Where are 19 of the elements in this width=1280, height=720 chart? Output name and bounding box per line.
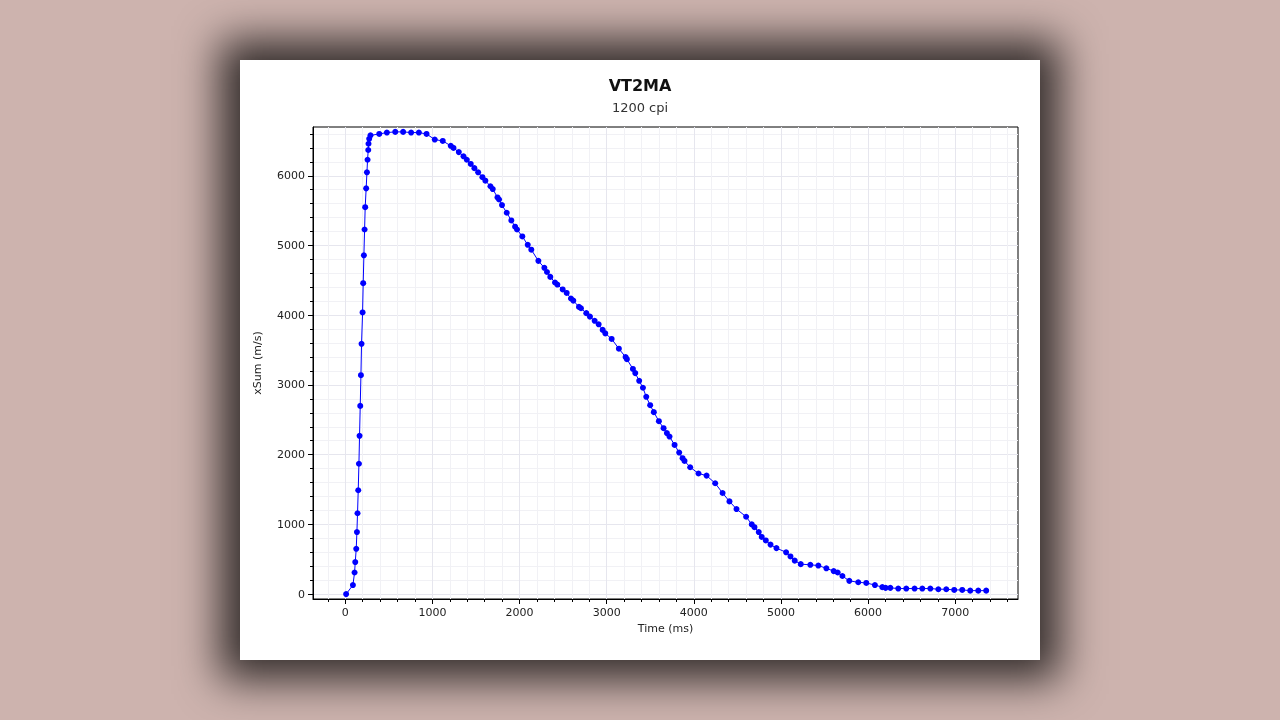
x-tick-label: 3000 [592,606,621,619]
x-tick-label: 0 [341,606,349,619]
y-tick-label: 6000 [277,169,305,183]
y-tick-label: 2000 [277,448,305,462]
chart-title: VT2MA [608,75,672,95]
x-tick-label: 1000 [418,606,447,619]
x-tick-label: 6000 [854,606,883,619]
y-tick-label: 1000 [277,517,305,531]
y-tick-label: 4000 [277,308,305,322]
x-tick-label: 4000 [679,606,708,619]
chart-subtitle: 1200 cpi [611,100,669,115]
x-tick-label: 5000 [766,606,795,619]
y-tick-label: 0 [298,587,305,601]
y-tick-label: 3000 [277,378,305,392]
x-tick-label: 7000 [941,606,970,619]
x-tick-label: 2000 [505,606,534,619]
y-axis-title: xSum (m/s) [251,331,264,395]
x-axis-title: Time (ms) [636,622,694,635]
y-tick-label: 5000 [277,239,305,253]
